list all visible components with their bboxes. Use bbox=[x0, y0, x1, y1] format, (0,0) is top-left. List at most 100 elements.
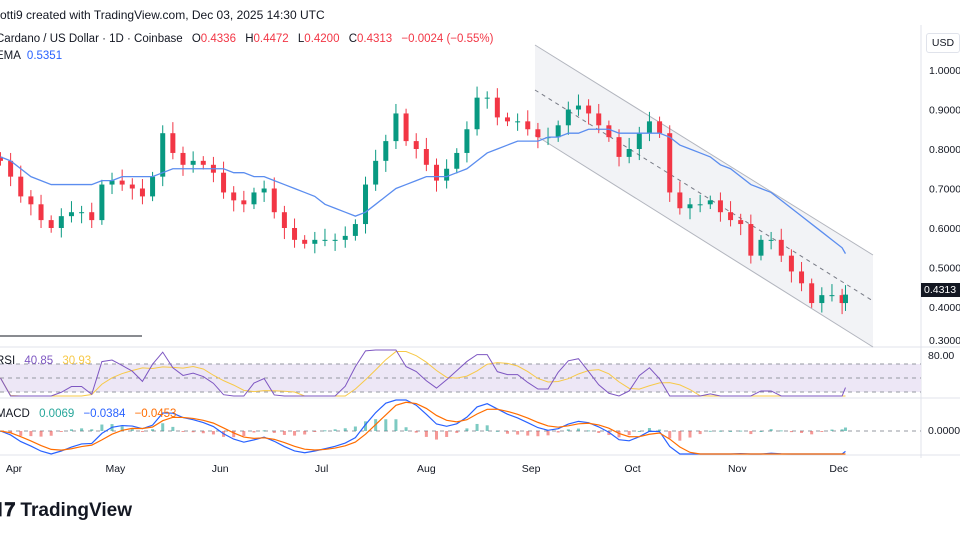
candle-body bbox=[565, 109, 571, 126]
macd-histogram-bar bbox=[495, 430, 499, 432]
candle-body bbox=[842, 294, 848, 304]
candle-body bbox=[139, 188, 145, 197]
macd-histogram-bar bbox=[658, 429, 662, 431]
low-label: L bbox=[297, 33, 305, 45]
macd-histogram-bar bbox=[627, 431, 631, 436]
channel-fill bbox=[535, 45, 873, 347]
candle-body bbox=[231, 192, 237, 201]
macd-histogram-bar bbox=[698, 431, 702, 435]
rsi-legend[interactable]: RSI 40.85 30.93 bbox=[0, 355, 91, 367]
axes: 1.0000 0.9000 0.8000 0.7000 0.6000 0.5000 0.40… bbox=[6, 65, 960, 475]
macd-histogram-bar bbox=[232, 431, 236, 438]
macd-histogram-bar bbox=[272, 431, 276, 433]
candle-body bbox=[160, 133, 166, 177]
candle-body bbox=[413, 141, 419, 149]
currency-button[interactable]: USD bbox=[926, 33, 960, 53]
parallel-channel-drawing bbox=[534, 44, 874, 348]
rsi-line bbox=[0, 349, 846, 397]
channel-lower-line bbox=[534, 134, 874, 348]
change-value: −0.0024 (−0.55%) bbox=[401, 33, 494, 45]
candle-body bbox=[484, 97, 490, 99]
high-label: H bbox=[245, 33, 254, 45]
candle-body bbox=[373, 160, 379, 185]
candle-body bbox=[687, 204, 693, 209]
ema-legend[interactable]: EMA 0.5351 bbox=[0, 50, 62, 62]
candle-body bbox=[200, 160, 206, 165]
candle-body bbox=[190, 160, 196, 165]
candle-body bbox=[68, 212, 74, 217]
macd-histogram-bar bbox=[293, 431, 297, 436]
candle-body bbox=[839, 295, 845, 304]
candle-body bbox=[768, 239, 774, 241]
time-tick-label: Nov bbox=[728, 463, 747, 475]
ema-line bbox=[0, 128, 847, 254]
candle-body bbox=[403, 113, 409, 142]
macd-histogram-bar bbox=[191, 431, 195, 433]
tv-logo-icon: 𝟏𝟕 bbox=[0, 500, 16, 521]
ema-value: 0.5351 bbox=[26, 50, 63, 62]
candle-body bbox=[636, 133, 642, 149]
macd-histogram-bar bbox=[59, 431, 63, 432]
macd-histogram-bar bbox=[465, 428, 469, 431]
candle-body bbox=[342, 235, 348, 240]
macd-histogram-bar bbox=[201, 431, 205, 434]
candle-body bbox=[292, 228, 298, 240]
candle-body bbox=[109, 180, 115, 185]
candle-body bbox=[129, 184, 135, 189]
candle-body bbox=[738, 220, 744, 225]
candle-body bbox=[434, 164, 439, 181]
candle-body bbox=[261, 188, 267, 193]
candle-body bbox=[444, 168, 450, 181]
macd-histogram-bar bbox=[19, 431, 23, 436]
rsi-value: 40.85 bbox=[24, 355, 54, 367]
candle-body bbox=[332, 239, 338, 241]
time-tick-label: Jul bbox=[315, 463, 328, 475]
macd-histogram-bar bbox=[536, 431, 540, 437]
low-value: 0.4200 bbox=[304, 33, 340, 45]
open-label: O bbox=[191, 33, 201, 45]
price-tick-label: 0.7000 bbox=[929, 184, 960, 196]
macd-histogram-bar bbox=[779, 430, 783, 432]
candle-body bbox=[38, 204, 44, 221]
macd-axis-label: 0.0000 bbox=[928, 425, 960, 437]
macd-histogram-bar bbox=[435, 431, 438, 440]
candle-body bbox=[89, 212, 95, 221]
macd-histogram-bar bbox=[171, 426, 175, 431]
time-tick-label: Jun bbox=[212, 463, 229, 475]
candle-body bbox=[677, 192, 683, 209]
macd-histogram-bar bbox=[181, 431, 185, 432]
macd-histogram-bar bbox=[445, 431, 449, 437]
channel-upper-line bbox=[534, 44, 874, 256]
candle-body bbox=[383, 141, 389, 161]
macd-histogram-bar bbox=[9, 431, 13, 434]
time-tick-label: Sep bbox=[522, 463, 541, 475]
macd-legend[interactable]: MACD 0.0069 −0.0384 −0.0453 bbox=[0, 408, 176, 420]
logo-text: TradingView bbox=[20, 500, 132, 521]
macd-histogram-bar bbox=[455, 431, 459, 433]
candle-body bbox=[180, 152, 186, 165]
candle-body bbox=[363, 184, 369, 225]
macd-histogram-bar bbox=[576, 428, 580, 431]
tradingview-logo[interactable]: 𝟏𝟕 TradingView bbox=[0, 500, 132, 522]
macd-histogram-bar bbox=[607, 431, 611, 436]
candle-body bbox=[28, 196, 34, 205]
candle-body bbox=[829, 295, 835, 297]
macd-histogram-bar bbox=[69, 429, 73, 431]
candle-body bbox=[0, 156, 3, 161]
price-tick-label: 0.9000 bbox=[929, 105, 960, 117]
candle-body bbox=[575, 105, 581, 110]
macd-histogram-bar bbox=[789, 431, 793, 433]
macd-pane bbox=[0, 399, 921, 455]
candle-body bbox=[474, 97, 480, 130]
price-tick-label: 0.4000 bbox=[929, 302, 960, 314]
candle-body bbox=[606, 125, 612, 138]
macd-histogram-bar bbox=[49, 431, 53, 436]
macd-hist-value: 0.0069 bbox=[39, 408, 75, 420]
macd-histogram-bar bbox=[597, 431, 601, 433]
symbol-name[interactable]: Cardano / US Dollar · 1D · Coinbase bbox=[0, 33, 183, 45]
macd-histogram-bar bbox=[810, 431, 814, 435]
macd-histogram-bar bbox=[242, 431, 246, 437]
high-value: 0.4472 bbox=[253, 33, 289, 45]
macd-histogram-bar bbox=[211, 431, 215, 435]
